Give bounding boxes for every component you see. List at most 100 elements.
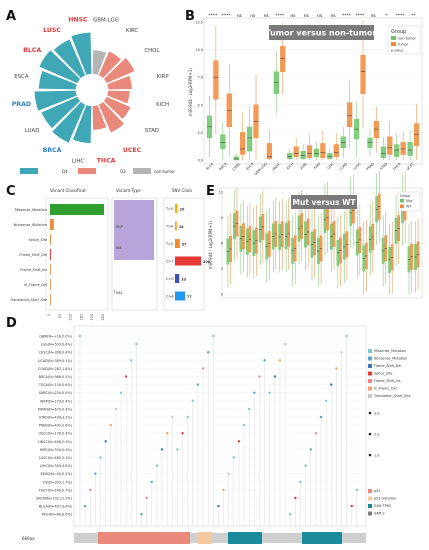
- tumor-kirc-box: [306, 145, 313, 158]
- c1-label-frame-shift-ins: Frame_Shift_Ins: [20, 268, 47, 272]
- cohort-label-lgg-n-503-0-4: LGG(N=503,0.4%): [41, 343, 73, 347]
- c3-bar-t-a: [175, 221, 177, 231]
- size-legend-label-2-0: 2.0: [374, 433, 379, 437]
- lollipop-head: [258, 375, 261, 378]
- radial-bar-stad: [103, 96, 132, 120]
- domain-label-p53: p53: [374, 489, 380, 493]
- y-axis-ticks-b: 0.0 2.5 5.0 7.5 10.0 12.5: [195, 21, 203, 163]
- cohort-label-coad-n-282-1-8: COAD(N=282,1.8%): [38, 367, 73, 371]
- lollipop-head: [130, 359, 133, 362]
- c3-bar-c-g: [175, 274, 180, 283]
- protein-domain-block: [228, 532, 262, 544]
- x-tick-b-lusc: LUSC: [353, 161, 362, 170]
- size-legend-dot-1-0: [368, 453, 372, 457]
- c3-bar-c-a: [175, 291, 186, 301]
- panel-label-d: D: [6, 316, 17, 331]
- c1-bar-missense-mutation: [50, 204, 104, 215]
- legend-swatch-in-frame-del: [368, 386, 372, 391]
- lollipop-head: [273, 375, 277, 378]
- tumor-hnsc-box: [280, 46, 286, 72]
- panel-label-b: B: [185, 9, 195, 24]
- legend-label-non-tumor: non-tumor: [154, 169, 175, 174]
- cohort-label-tgct-n-145-0-7: TGCT(N=145,0.7%): [38, 488, 73, 492]
- sig-label-prad: ns: [371, 14, 377, 19]
- cohort-label-prad-n-492-0-6: PRAD(N=492,0.6%): [39, 424, 73, 428]
- normal-kirp-box: [313, 148, 320, 157]
- lollipop-head: [345, 334, 348, 338]
- lollipop-head: [155, 464, 159, 467]
- legend-note-b: p value: [391, 49, 404, 53]
- legend-swatch-q4: [20, 168, 38, 174]
- y-axis-label-e: miR-944 · Log2(RPM+1): [208, 221, 213, 269]
- radial-bar-ucec: [98, 101, 125, 134]
- legend-swatch-normal-b: [391, 36, 396, 40]
- c3-value-t-g: 20: [180, 208, 185, 212]
- legend-label-mut: Mut: [406, 199, 413, 203]
- x-tick-b-hnsc: HNSC: [272, 161, 282, 171]
- sig-label-thca: ****: [395, 13, 405, 19]
- lollipop-head: [335, 367, 338, 370]
- lollipop-head: [222, 488, 225, 492]
- c1-bar-splice-site: [50, 234, 51, 245]
- sig-label-gbm-lgg: ns: [264, 14, 270, 19]
- normal-thca-box: [394, 144, 400, 157]
- sig-label-kirp: ns: [317, 14, 323, 19]
- lollipop-head: [289, 513, 292, 516]
- legend-swatch-frame-shift-ins: [368, 379, 372, 383]
- tumor-lusc-box: [360, 54, 366, 94]
- tumor-luad-box: [347, 102, 353, 128]
- lollipop-head: [124, 375, 128, 378]
- c2-label-ins: INS: [116, 246, 122, 250]
- x-tick-b-brca: BRCA: [218, 161, 228, 171]
- cohort-label-kirc-n-334-0-9: KIRC(N=334,0.9%): [40, 448, 73, 452]
- x-tick-b-kich: KICH: [286, 162, 295, 171]
- lollipop-head: [150, 480, 153, 483]
- c2-title: Variant Type: [116, 188, 141, 193]
- legend-title-b: Group: [391, 29, 406, 35]
- radial-bar-kich: [106, 90, 131, 105]
- radial-bar-chol: [103, 57, 136, 84]
- legend-swatch-missense-mutation: [368, 349, 372, 353]
- c3-value-c-g: 33: [181, 278, 186, 282]
- tumor-blca-box: [213, 60, 219, 100]
- normal-chol-box: [233, 156, 239, 161]
- panel-label-c: C: [6, 184, 16, 199]
- title-banner-e: [291, 195, 357, 209]
- legend-label-in-frame-del: In_Frame_Del: [374, 387, 397, 391]
- variant-type-panel: Variant Type SNP INS DEL: [111, 188, 158, 311]
- sig-label-brca: ****: [222, 13, 232, 19]
- normal-esca-box: [247, 126, 253, 152]
- variant-classification-panel: Variant Classificat Missense_Mutation Non…: [10, 188, 109, 320]
- legend-label-q4: Q4: [62, 169, 68, 174]
- radial-label-prad: PRAD: [12, 101, 31, 108]
- lollipop-head: [171, 415, 174, 419]
- lollipop-head: [114, 407, 118, 411]
- radial-bar-lihc: [72, 104, 92, 144]
- tumor-gbm-lgg-box: [266, 143, 272, 160]
- legend-label-wt: WT: [406, 205, 412, 209]
- lollipop-head: [165, 432, 169, 435]
- panel-label-e: E: [206, 184, 215, 199]
- c3-class-c-a: C>A: [166, 295, 174, 299]
- c3-class-c-g: C>G: [166, 277, 174, 281]
- c3-bar-t-c: [175, 239, 180, 248]
- y-tick-b-7-5: 7.5: [198, 76, 203, 80]
- x-tick-b-ucec: UCEC: [406, 161, 416, 171]
- legend-label-normal-b: non-tumor: [398, 37, 416, 41]
- y-tick-b-12-5: 12.5: [195, 21, 203, 25]
- lollipop-head: [201, 367, 205, 370]
- legend-title-e: Group: [400, 194, 410, 198]
- c1-bar-frame-shift-del: [50, 249, 51, 260]
- sig-label-stad: *: [385, 13, 388, 19]
- lollipop-head: [217, 504, 220, 508]
- radial-bar-esca: [38, 70, 78, 90]
- c2-bars: SNP INS DEL: [114, 200, 154, 295]
- y-tick-b-0-0: 0.0: [198, 159, 203, 163]
- domain-swatch-sam-tp63: [368, 504, 372, 508]
- c3-class-t-g: T>G: [165, 207, 174, 211]
- chart-title-b: Tumor versus non-tumor: [266, 29, 377, 38]
- lollipop-head: [294, 496, 297, 500]
- cohort-label-read-n-90-2-2: READ(N=90,2.2%): [41, 472, 73, 476]
- c1-xtick-150: 150: [79, 314, 83, 320]
- cohort-label-stad-n-439-3-2: STAD(N=439,3.2%): [39, 416, 73, 420]
